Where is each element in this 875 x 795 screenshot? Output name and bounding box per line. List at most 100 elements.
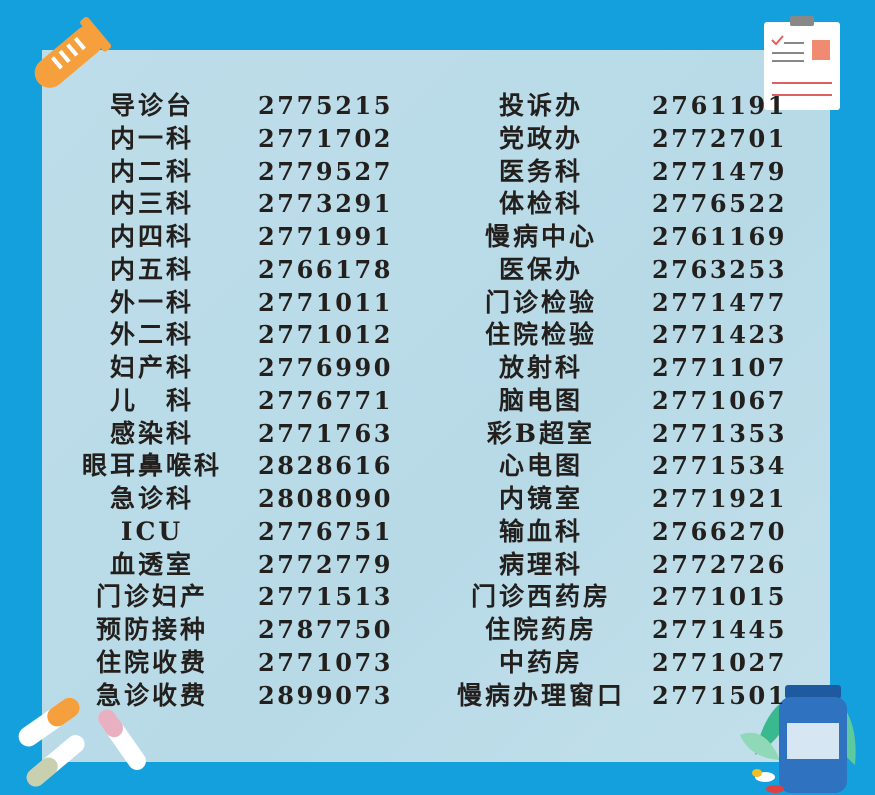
department-name: 血透室 [109,549,194,579]
phone-number: 2776990 [258,353,394,382]
directory-row: 门诊妇产 2771513 [0,581,875,613]
department-name: 住院药房 [484,615,597,644]
department-name: 内镜室 [498,484,583,513]
department-name: 急诊收费 [95,680,208,710]
directory-row: 住院检验 2771423 [0,319,875,351]
department-name: 内四科 [109,222,194,251]
phone-number: 2772779 [258,549,394,579]
directory-row: 儿 科 2776771 [0,385,875,417]
department-name: 妇产科 [109,353,194,382]
test-tube-icon [34,16,112,88]
department-name: 急诊科 [109,484,194,513]
directory-row: 内四科 2771991 [0,221,875,253]
phone-number: 2771445 [652,615,788,644]
department-name: 中药房 [498,647,583,677]
phone-number: 2808090 [258,484,394,513]
phone-number: 2771011 [258,287,394,317]
department-name: 外二科 [109,320,194,350]
directory-row: 慢病办理窗口 2771501 [0,680,875,712]
medicine-bottle-icon [740,685,856,793]
department-name: 预防接种 [95,615,208,644]
directory-row: 病理科 2772726 [0,549,875,581]
department-name: 医务科 [498,156,583,186]
department-name: 慢病办理窗口 [456,680,625,710]
directory-row: 内镜室 2771921 [0,483,875,515]
directory-row: 医保办 2763253 [0,254,875,286]
directory-row: 眼耳鼻喉科 2828616 [0,450,875,482]
phone-number: 2771477 [652,287,788,317]
department-name: 病理科 [498,549,583,579]
directory-row: 急诊收费 2899073 [0,680,875,712]
phone-number: 2771763 [258,418,394,448]
department-name: 脑电图 [498,385,583,415]
department-name: 体检科 [498,189,583,219]
department-name: 内一科 [109,123,194,153]
directory-row: 门诊检验 2771477 [0,287,875,319]
phone-number: 2775215 [258,91,394,120]
phone-number: 2761191 [652,91,788,120]
directory-row: 内一科 2771702 [0,123,875,155]
directory-row: 彩B超室 2771353 [0,418,875,450]
directory-row: ICU 2776751 [0,516,875,548]
department-name: ICU [120,516,184,546]
department-name: 门诊妇产 [95,582,208,612]
department-name: 住院检验 [484,320,597,350]
department-name: 门诊检验 [484,287,597,317]
phone-number: 2771423 [652,320,788,350]
phone-number: 2771012 [258,320,394,350]
department-name: 导诊台 [109,91,194,120]
department-name: 门诊西药房 [470,582,611,612]
department-name: 党政办 [498,123,583,153]
phone-number: 2766270 [652,516,788,546]
directory-row: 血透室 2772779 [0,549,875,581]
phone-number: 2771353 [652,418,788,448]
department-name: 输血科 [498,516,583,546]
phone-number: 2771479 [652,156,788,186]
directory-row: 放射科 2771107 [0,352,875,384]
department-name: 外一科 [109,287,194,317]
phone-number: 2899073 [258,680,394,710]
directory-row: 导诊台 2775215 [0,90,875,122]
phone-number: 2779527 [258,156,394,186]
directory-row: 门诊西药房 2771015 [0,581,875,613]
directory-row: 感染科 2771763 [0,418,875,450]
phone-number: 2771107 [652,353,788,382]
phone-number: 2776751 [258,516,394,546]
department-name: 慢病中心 [484,222,597,251]
directory-row: 内五科 2766178 [0,254,875,286]
directory-row: 脑电图 2771067 [0,385,875,417]
department-name: 内五科 [109,254,194,284]
directory-row: 内三科 2773291 [0,188,875,220]
directory-row: 内二科 2779527 [0,156,875,188]
phone-number: 2787750 [258,615,394,644]
directory-row: 外二科 2771012 [0,319,875,351]
directory-row: 住院药房 2771445 [0,614,875,646]
directory-row: 心电图 2771534 [0,450,875,482]
directory-row: 慢病中心 2761169 [0,221,875,253]
phone-number: 2773291 [258,189,394,219]
directory-row: 预防接种 2787750 [0,614,875,646]
phone-number: 2771534 [652,451,788,481]
department-name: 住院收费 [95,647,208,677]
department-name: 投诉办 [498,91,583,120]
phone-number: 2771015 [652,582,788,612]
phone-number: 2766178 [258,254,394,284]
phone-number: 2828616 [258,451,394,481]
department-name: 感染科 [109,418,194,448]
phone-number: 2776522 [652,189,788,219]
phone-number: 2772701 [652,123,788,153]
directory-panel [42,50,830,762]
phone-number: 2763253 [652,254,788,284]
phone-number: 2771027 [652,647,788,677]
department-name: 放射科 [498,353,583,382]
phone-number: 2776771 [258,385,394,415]
directory-row: 输血科 2766270 [0,516,875,548]
phone-number: 2771702 [258,123,394,153]
phone-number: 2771991 [258,222,394,251]
directory-row: 住院收费 2771073 [0,647,875,679]
phone-number: 2771073 [258,647,394,677]
directory-row: 外一科 2771011 [0,287,875,319]
department-name: 医保办 [498,254,583,284]
phone-number: 2771501 [652,680,788,710]
directory-row: 妇产科 2776990 [0,352,875,384]
